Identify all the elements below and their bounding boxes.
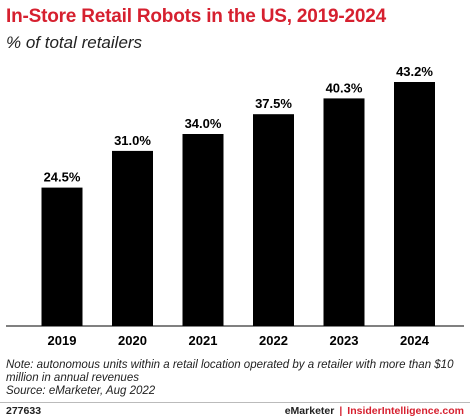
brand-credit: eMarketer | InsiderIntelligence.com	[285, 405, 464, 417]
bar-2020	[112, 150, 153, 326]
x-tick-label-2020: 2020	[118, 333, 147, 348]
data-label-2021: 34.0%	[185, 116, 222, 131]
footer-divider	[0, 402, 470, 403]
data-label-2019: 24.5%	[44, 170, 81, 185]
bar-2023	[323, 98, 365, 327]
x-tick-label-2023: 2023	[330, 333, 359, 348]
x-tick-label-2021: 2021	[189, 333, 218, 348]
bar-2021	[182, 134, 224, 326]
brand-primary: eMarketer	[284, 405, 335, 417]
chart-subtitle: % of total retailers	[6, 33, 143, 52]
chart-id: 277633	[6, 405, 42, 417]
bar-2024	[394, 82, 435, 326]
data-label-2020: 31.0%	[114, 133, 151, 148]
brand-separator: |	[339, 405, 343, 417]
data-label-2024: 43.2%	[396, 64, 433, 79]
x-tick-label-2022: 2022	[259, 333, 288, 348]
chart-source: Source: eMarketer, Aug 2022	[6, 385, 156, 397]
x-tick-label-2019: 2019	[48, 333, 77, 348]
data-label-2023: 40.3%	[326, 80, 363, 95]
chart-note: Note: autonomous units within a retail l…	[6, 359, 454, 384]
data-label-2022: 37.5%	[255, 96, 292, 111]
x-tick-label-2024: 2024	[400, 333, 430, 348]
brand-secondary: InsiderIntelligence.com	[347, 405, 464, 417]
chart-title: In-Store Retail Robots in the US, 2019-2…	[6, 6, 386, 27]
bar-2019	[41, 187, 83, 326]
bar-2022	[253, 114, 294, 326]
